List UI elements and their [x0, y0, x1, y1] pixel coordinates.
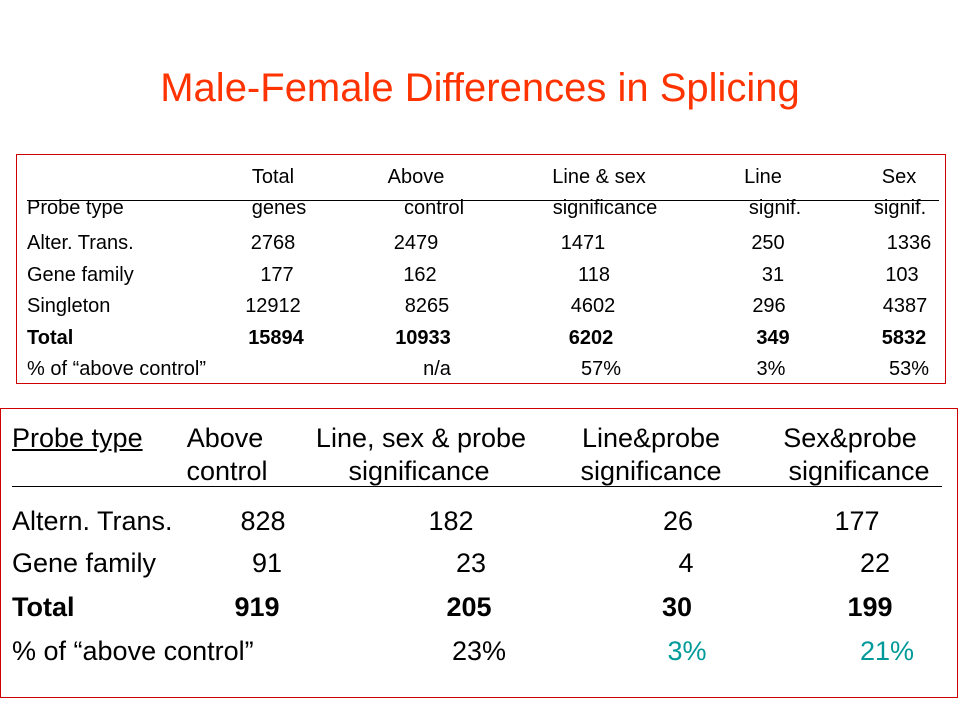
row-label: Altern. Trans. — [12, 506, 173, 536]
table-cell: 22 — [859, 548, 891, 578]
probe-significance-table: Probe type Above Line, sex & probe Line&… — [0, 408, 958, 698]
table-cell: 118 — [578, 264, 610, 286]
header-control: control — [403, 197, 465, 219]
header-line-signif: signif. — [748, 197, 802, 219]
table-cell: 828 — [240, 506, 286, 536]
header-line-probe: Line&probe — [581, 423, 721, 453]
header-significance: significance — [552, 197, 658, 219]
row-label: Total — [12, 592, 75, 622]
table-cell: 2768 — [250, 232, 296, 254]
row-label: % of “above control” — [12, 636, 254, 666]
table-cell-highlight: 21% — [859, 636, 915, 666]
header-line-probe-significance: significance — [580, 456, 722, 486]
table-cell: 4 — [678, 548, 694, 578]
header-underline — [12, 486, 942, 487]
table-cell: 6202 — [568, 327, 614, 349]
table-cell: 30 — [661, 592, 693, 622]
row-label: Alter. Trans. — [27, 232, 134, 254]
header-probe-type: Probe type — [27, 197, 124, 219]
table-cell: 205 — [446, 592, 492, 622]
slide-title: Male-Female Differences in Splicing — [160, 66, 800, 110]
row-label: Total — [27, 327, 74, 349]
header-sex-signif: signif. — [873, 197, 927, 219]
header-above: Above — [186, 423, 264, 453]
table-cell: 23% — [451, 636, 507, 666]
table-cell: n/a — [423, 358, 451, 380]
table-cell: 15894 — [248, 327, 304, 349]
table-cell: 2479 — [393, 232, 439, 254]
table-cell: 1336 — [886, 232, 932, 254]
header-sex-probe-significance: significance — [788, 456, 930, 486]
table-cell: 31 — [761, 264, 785, 286]
table-cell: 1471 — [560, 232, 606, 254]
header-control: control — [186, 456, 268, 486]
table-cell: 250 — [751, 232, 785, 254]
table-cell: 162 — [403, 264, 437, 286]
row-label: Gene family — [12, 548, 157, 578]
header-sex: Sex — [881, 166, 917, 188]
header-underline — [27, 200, 939, 201]
table-cell: 23 — [455, 548, 487, 578]
table-cell: 349 — [756, 327, 790, 349]
table-cell: 12912 — [245, 295, 301, 317]
table-cell: 26 — [662, 506, 694, 536]
gene-summary-table: Total Above Line & sex Line Sex Probe ty… — [16, 154, 946, 384]
table-cell-highlight: 3% — [667, 636, 707, 666]
header-line: Line — [744, 166, 782, 188]
table-cell: 91 — [251, 548, 283, 578]
table-cell: 3% — [756, 358, 786, 380]
table-cell: 4602 — [570, 295, 616, 317]
table-cell: 5832 — [881, 327, 927, 349]
table-cell: 182 — [428, 506, 474, 536]
header-probe-type: Probe type — [12, 423, 143, 453]
table-cell: 177 — [834, 506, 880, 536]
header-genes: genes — [251, 197, 307, 219]
header-above: Above — [387, 166, 445, 188]
table-cell: 919 — [234, 592, 280, 622]
table-cell: 177 — [260, 264, 294, 286]
header-significance: significance — [348, 456, 490, 486]
table-cell: 57% — [580, 358, 622, 380]
row-label: Gene family — [27, 264, 134, 286]
table-cell: 296 — [752, 295, 786, 317]
header-total: Total — [251, 166, 295, 188]
table-cell: 199 — [847, 592, 893, 622]
table-cell: 4387 — [882, 295, 928, 317]
table-cell: 103 — [885, 264, 919, 286]
table-cell: 53% — [888, 358, 930, 380]
table-cell: 8265 — [404, 295, 450, 317]
header-line-sex-probe: Line, sex & probe — [315, 423, 527, 453]
header-line-sex: Line & sex — [552, 166, 646, 188]
row-label: Singleton — [27, 295, 111, 317]
table-cell: 10933 — [395, 327, 451, 349]
row-label: % of “above control” — [27, 358, 206, 380]
header-sex-probe: Sex&probe — [783, 423, 917, 453]
